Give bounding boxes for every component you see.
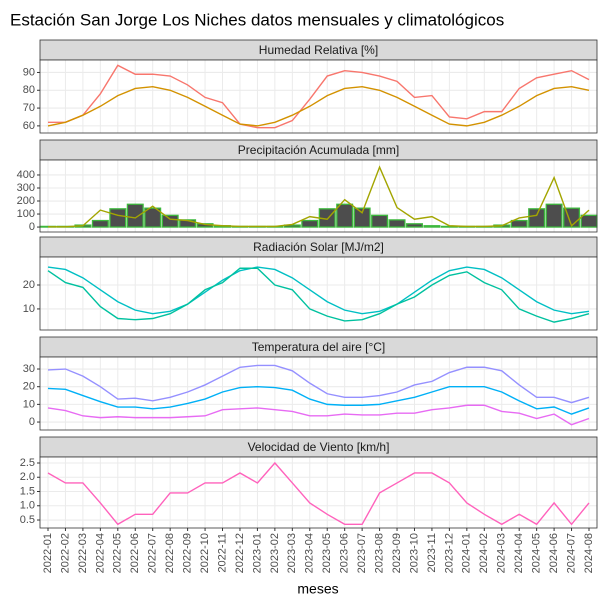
bar — [301, 219, 319, 228]
y-tick-label: 2.0 — [20, 471, 35, 483]
y-tick-label: 400 — [17, 169, 35, 181]
plot-area — [40, 257, 597, 330]
x-tick-label: 2023-12 — [443, 533, 455, 573]
line — [48, 165, 590, 228]
y-tick-label: 90 — [23, 66, 35, 78]
line — [47, 267, 590, 323]
x-tick-label: 2024-01 — [461, 533, 473, 573]
y-tick-label: 30 — [23, 363, 35, 375]
y-tick-label: 100 — [17, 208, 35, 220]
panel-title: Velocidad de Viento [km/h] — [248, 440, 390, 454]
x-tick-label: 2023-06 — [339, 533, 351, 573]
bar — [109, 208, 127, 228]
y-tick-label: 0 — [29, 416, 35, 428]
bar — [545, 203, 563, 228]
panel-title: Precipitación Acumulada [mm] — [238, 143, 399, 157]
bar — [423, 225, 441, 228]
line — [47, 86, 590, 127]
x-tick-label: 2023-02 — [269, 533, 281, 573]
x-tick-label: 2023-05 — [321, 533, 333, 573]
y-tick-label: 300 — [17, 182, 35, 194]
line — [47, 404, 590, 426]
bar — [510, 219, 528, 228]
y-tick-label: 10 — [23, 303, 35, 315]
x-tick-label: 2023-08 — [373, 533, 385, 573]
x-tick-label: 2022-05 — [112, 533, 124, 573]
x-tick-label: 2022-04 — [94, 533, 106, 573]
panel-border — [39, 356, 598, 431]
line — [48, 64, 590, 129]
panel-border — [39, 456, 598, 529]
x-tick-label: 2023-07 — [356, 533, 368, 573]
x-tick-label: 2024-03 — [496, 533, 508, 573]
y-tick-label: 20 — [23, 279, 35, 291]
x-tick-label: 2022-10 — [199, 533, 211, 573]
x-tick-label: 2023-09 — [391, 533, 403, 573]
x-tick-label: 2022-07 — [147, 533, 159, 573]
bar — [580, 214, 598, 228]
y-tick-label: 80 — [23, 84, 35, 96]
panel-border — [39, 256, 598, 331]
y-tick-label: 200 — [17, 195, 35, 207]
x-tick-label: 2024-07 — [565, 533, 577, 573]
x-tick-label: 2022-03 — [77, 533, 89, 573]
x-tick-label: 2022-01 — [42, 533, 54, 573]
x-tick-label: 2024-08 — [583, 533, 595, 573]
panel-border — [39, 159, 598, 233]
x-tick-label: 2024-02 — [478, 533, 490, 573]
y-tick-label: 20 — [23, 381, 35, 393]
x-tick-label: 2022-11 — [216, 533, 228, 573]
chart-title: Estación San Jorge Los Niches datos mens… — [10, 10, 504, 29]
x-tick-label: 2023-01 — [251, 533, 263, 573]
y-tick-label: 2.5 — [20, 457, 35, 469]
y-tick-label: 1.0 — [20, 500, 35, 512]
x-axis-label: meses — [297, 581, 338, 597]
bar — [144, 207, 162, 228]
y-tick-label: 60 — [23, 120, 35, 132]
bar — [91, 219, 109, 228]
x-tick-label: 2022-09 — [182, 533, 194, 573]
y-tick-label: 0 — [29, 221, 35, 233]
line — [47, 461, 590, 526]
y-tick-label: 1.5 — [20, 485, 35, 497]
bar — [405, 223, 423, 228]
bar — [161, 214, 179, 228]
line — [47, 385, 590, 415]
bar — [528, 208, 546, 228]
bar — [126, 203, 144, 228]
panel-title: Humedad Relativa [%] — [259, 43, 378, 57]
bar — [336, 203, 354, 228]
panel-title: Radiación Solar [MJ/m2] — [253, 240, 384, 254]
x-tick-label: 2024-05 — [531, 533, 543, 573]
bar — [371, 214, 389, 228]
y-tick-label: 0.5 — [20, 514, 35, 526]
x-tick-label: 2023-10 — [408, 533, 420, 573]
panel-border — [39, 59, 598, 134]
x-tick-label: 2023-04 — [304, 533, 316, 573]
bar — [388, 219, 406, 228]
line — [47, 364, 590, 404]
panel-title: Temperatura del aire [°C] — [252, 340, 386, 354]
bar — [353, 207, 371, 228]
x-tick-label: 2024-04 — [513, 533, 525, 573]
x-tick-label: 2024-06 — [548, 533, 560, 573]
x-tick-label: 2023-11 — [426, 533, 438, 573]
line — [47, 266, 590, 315]
x-tick-label: 2022-02 — [59, 533, 71, 573]
plot-area — [40, 357, 597, 430]
y-tick-label: 70 — [23, 102, 35, 114]
x-tick-label: 2022-06 — [129, 533, 141, 573]
x-tick-label: 2023-03 — [286, 533, 298, 573]
x-tick-label: 2022-08 — [164, 533, 176, 573]
x-tick-label: 2022-12 — [234, 533, 246, 573]
y-tick-label: 10 — [23, 398, 35, 410]
